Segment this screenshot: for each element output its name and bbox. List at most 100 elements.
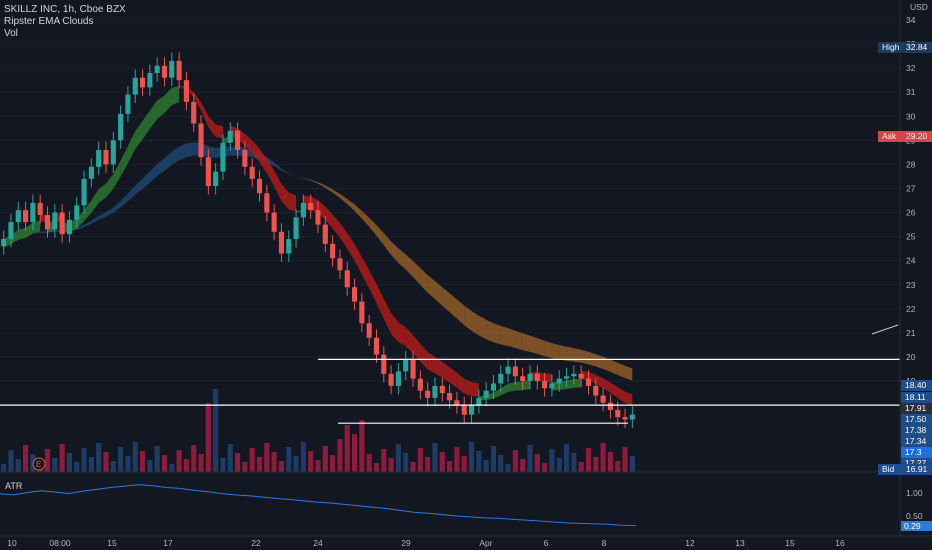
volume-bar: [483, 460, 489, 472]
fast-cloud-segment: [318, 200, 326, 220]
volume-bar: [615, 461, 621, 472]
price-tick-label: 23: [906, 280, 916, 290]
candle-body: [593, 385, 599, 396]
price-tag-bg: [878, 464, 932, 475]
price-tag: 17.50: [901, 414, 932, 425]
fast-cloud-segment: [398, 322, 406, 346]
volume-bar: [417, 448, 423, 472]
slow-cloud-segment: [361, 210, 370, 227]
fast-cloud-segment: [208, 115, 216, 138]
volume-bar: [556, 458, 562, 472]
candle-body: [139, 77, 146, 88]
candle-body: [344, 270, 350, 288]
volume-bar: [154, 446, 160, 472]
fast-cloud-segment: [493, 388, 501, 399]
volume-bar: [132, 442, 138, 472]
time-tick-label: 15: [107, 538, 117, 548]
atr-label[interactable]: ATR: [5, 481, 23, 491]
volume-bar: [205, 403, 211, 472]
volume-bar: [410, 462, 416, 472]
slow-cloud-segment: [595, 354, 604, 370]
candle-body: [249, 166, 255, 179]
price-tag: 17.91: [901, 403, 932, 414]
candle-body: [578, 373, 584, 379]
volume-bar: [1, 464, 7, 472]
candle-body: [461, 405, 467, 415]
volume-bar: [563, 444, 570, 472]
volume-bar: [330, 455, 336, 472]
slow-cloud-segment: [456, 299, 465, 326]
slow-cloud-segment: [354, 204, 362, 219]
slow-cloud-segment: [573, 348, 582, 363]
slow-cloud-segment: [32, 231, 41, 235]
candle-body: [308, 202, 314, 211]
fast-cloud-segment: [361, 256, 370, 289]
price-tag: 18.40: [901, 380, 932, 391]
candle-body: [622, 417, 628, 420]
volume-bar: [388, 458, 394, 472]
volume-bar: [468, 442, 475, 472]
candle-body: [571, 373, 577, 377]
slow-cloud-segment: [296, 176, 304, 179]
atr-tick-label: 1.00: [906, 488, 923, 498]
fast-cloud-segment: [91, 189, 99, 213]
symbol-title[interactable]: SKILLZ INC, 1h, Cboe BZX: [4, 4, 126, 15]
price-tag-value: 17.38: [905, 425, 927, 435]
fast-cloud-segment: [288, 192, 297, 212]
slow-cloud-segment: [391, 241, 399, 263]
candle-body: [527, 373, 533, 382]
price-tag-bg: [901, 425, 932, 436]
volume-bar: [293, 456, 299, 472]
time-axis[interactable]: 10 08:00 15 17 22 24 29 Apr 6 8 12 13 15 16: [0, 535, 932, 548]
candle-body: [23, 210, 29, 223]
slow-cloud-segment: [530, 335, 538, 354]
indicator-volume[interactable]: Vol: [4, 28, 18, 39]
volume-bar: [23, 445, 29, 472]
slow-cloud-segment: [405, 254, 414, 278]
candle-body: [15, 210, 21, 223]
candle-body: [483, 390, 489, 398]
fast-cloud-segment: [544, 373, 552, 383]
price-tag: Bid 16.91: [878, 464, 932, 475]
volume-bar: [520, 459, 526, 472]
fast-cloud-segment: [369, 270, 377, 304]
atr-current-tag: 0.29: [901, 521, 932, 531]
fast-cloud-segment: [252, 140, 260, 162]
price-tag-bg: [901, 414, 932, 425]
slow-cloud-segment: [427, 275, 435, 300]
candle-body: [600, 395, 606, 403]
candle-body: [607, 402, 613, 410]
fast-cloud-segment: [106, 174, 114, 198]
volume-bar: [256, 457, 263, 472]
fast-cloud-segment: [515, 381, 523, 391]
trend-line-drawing[interactable]: [871, 324, 899, 335]
candle-body: [315, 210, 321, 225]
chart-legend: SKILLZ INC, 1h, Cboe BZX Ripster EMA Clo…: [4, 4, 126, 40]
fast-cloud-segment: [625, 391, 633, 406]
price-tag: 17.34: [901, 436, 932, 447]
slow-cloud-segment: [617, 362, 626, 379]
price-tag-bg: [878, 42, 932, 53]
slow-cloud-segment: [288, 173, 297, 177]
fast-cloud-segment: [201, 102, 209, 128]
candle-body: [118, 113, 124, 141]
candle-body: [205, 157, 211, 187]
volume-bar: [534, 454, 540, 472]
price-tag-value: 17.27: [905, 458, 927, 468]
volume-bar: [527, 445, 533, 472]
slow-cloud-segment: [171, 146, 180, 165]
indicator-ema-clouds[interactable]: Ripster EMA Clouds: [4, 16, 94, 27]
fast-cloud-segment: [98, 183, 106, 203]
atr-tick-label: 0.50: [906, 511, 923, 521]
price-tick-label: 31: [906, 87, 916, 97]
candle-body: [271, 212, 277, 232]
horizontal-levels[interactable]: [0, 358, 900, 424]
candle-body: [183, 80, 189, 102]
fast-cloud-segment: [215, 124, 223, 139]
candle-body: [549, 383, 555, 389]
volume-bar: [44, 449, 51, 472]
price-tag: 18.11: [901, 392, 932, 403]
volume-bar: [169, 464, 175, 472]
atr-pane: 1.00 0.500.29: [0, 484, 932, 531]
